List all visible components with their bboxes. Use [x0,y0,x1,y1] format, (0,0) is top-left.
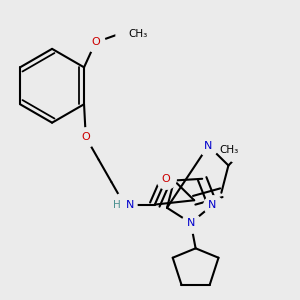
Text: N: N [126,200,134,210]
Text: H: H [113,200,121,210]
Text: O: O [81,132,90,142]
Text: N: N [204,141,212,151]
Text: O: O [91,38,100,47]
Text: O: O [162,174,170,184]
Text: N: N [208,200,217,210]
Text: CH₃: CH₃ [219,146,238,155]
Text: CH₃: CH₃ [128,29,147,39]
Text: N: N [187,218,195,228]
